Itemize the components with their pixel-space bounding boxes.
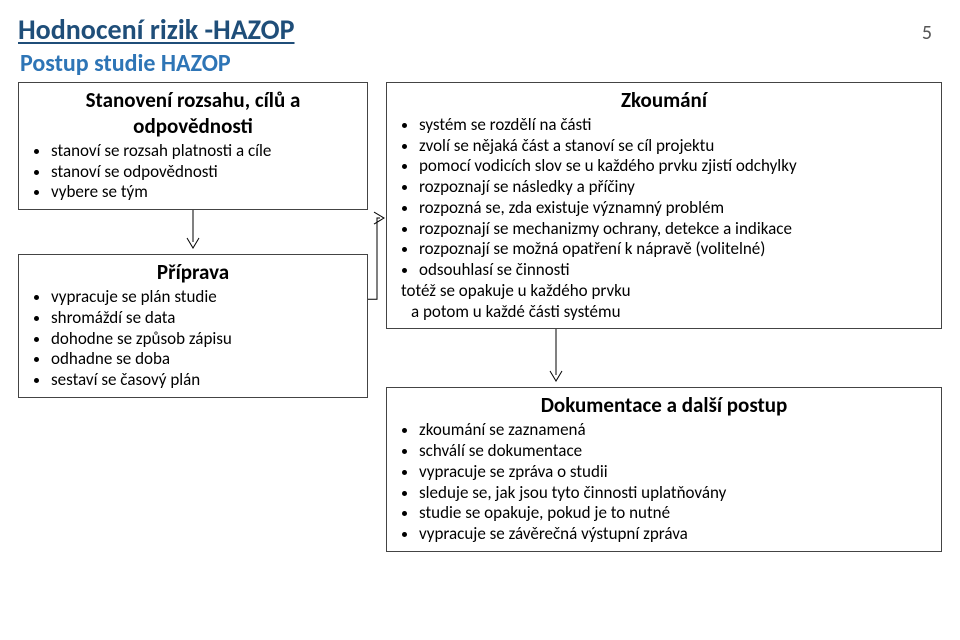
box-bullets: systém se rozdělí na části zvolí se něja… (397, 115, 931, 281)
list-item: rozpoznají se mechanizmy ochrany, detekc… (419, 219, 931, 240)
box-documentation: Dokumentace a další postup zkoumání se z… (386, 387, 942, 551)
list-item: vypracuje se závěrečná výstupní zpráva (419, 524, 931, 545)
list-item: vypracuje se plán studie (51, 287, 357, 308)
box-title: Stanovení rozsahu, cílů a odpovědnosti (29, 87, 357, 139)
list-item: sestaví se časový plán (51, 370, 357, 391)
page-title: Hodnocení rizik -HAZOP (18, 12, 295, 47)
box-preparation: Příprava vypracuje se plán studie shromá… (18, 254, 368, 398)
list-item: odsouhlasí se činnosti (419, 260, 931, 281)
list-item: odhadne se doba (51, 349, 357, 370)
arrow-down-2 (546, 329, 942, 387)
box-bullets: stanoví se rozsah platnosti a cíle stano… (29, 141, 357, 203)
arrow-down-1 (18, 210, 368, 254)
list-item: dohodne se způsob zápisu (51, 329, 357, 350)
list-item: zkoumání se zaznamená (419, 420, 931, 441)
left-column: Stanovení rozsahu, cílů a odpovědnosti s… (18, 82, 368, 552)
list-item: sleduje se, jak jsou tyto činnosti uplat… (419, 483, 931, 504)
tail-line: totéž se opakuje u každého prvku (401, 281, 931, 302)
list-item: shromáždí se data (51, 308, 357, 329)
box-scope: Stanovení rozsahu, cílů a odpovědnosti s… (18, 82, 368, 210)
box-bullets: vypracuje se plán studie shromáždí se da… (29, 287, 357, 391)
list-item: pomocí vodicích slov se u každého prvku … (419, 156, 931, 177)
list-item: rozpozná se, zda existuje významný probl… (419, 198, 931, 219)
list-item: rozpoznají se následky a příčiny (419, 177, 931, 198)
right-column: Zkoumání systém se rozdělí na části zvol… (386, 82, 942, 552)
box-title: Dokumentace a další postup (397, 392, 931, 418)
list-item: zvolí se nějaká část a stanoví se cíl pr… (419, 136, 931, 157)
list-item: stanoví se rozsah platnosti a cíle (51, 141, 357, 162)
list-item: vybere se tým (51, 182, 357, 203)
box-title: Zkoumání (397, 87, 931, 113)
tail-line: a potom u každé části systému (411, 302, 931, 323)
list-item: rozpoznají se možná opatření k nápravě (… (419, 239, 931, 260)
page-subtitle: Postup studie HAZOP (20, 49, 942, 78)
list-item: studie se opakuje, pokud je to nutné (419, 503, 931, 524)
list-item: systém se rozdělí na části (419, 115, 931, 136)
list-item: stanoví se odpovědnosti (51, 162, 357, 183)
box-examination: Zkoumání systém se rozdělí na části zvol… (386, 82, 942, 329)
list-item: schválí se dokumentace (419, 441, 931, 462)
box-bullets: zkoumání se zaznamená schválí se dokumen… (397, 420, 931, 544)
box-title: Příprava (29, 259, 357, 285)
page-number: 5 (922, 21, 932, 45)
list-item: vypracuje se zpráva o studii (419, 462, 931, 483)
